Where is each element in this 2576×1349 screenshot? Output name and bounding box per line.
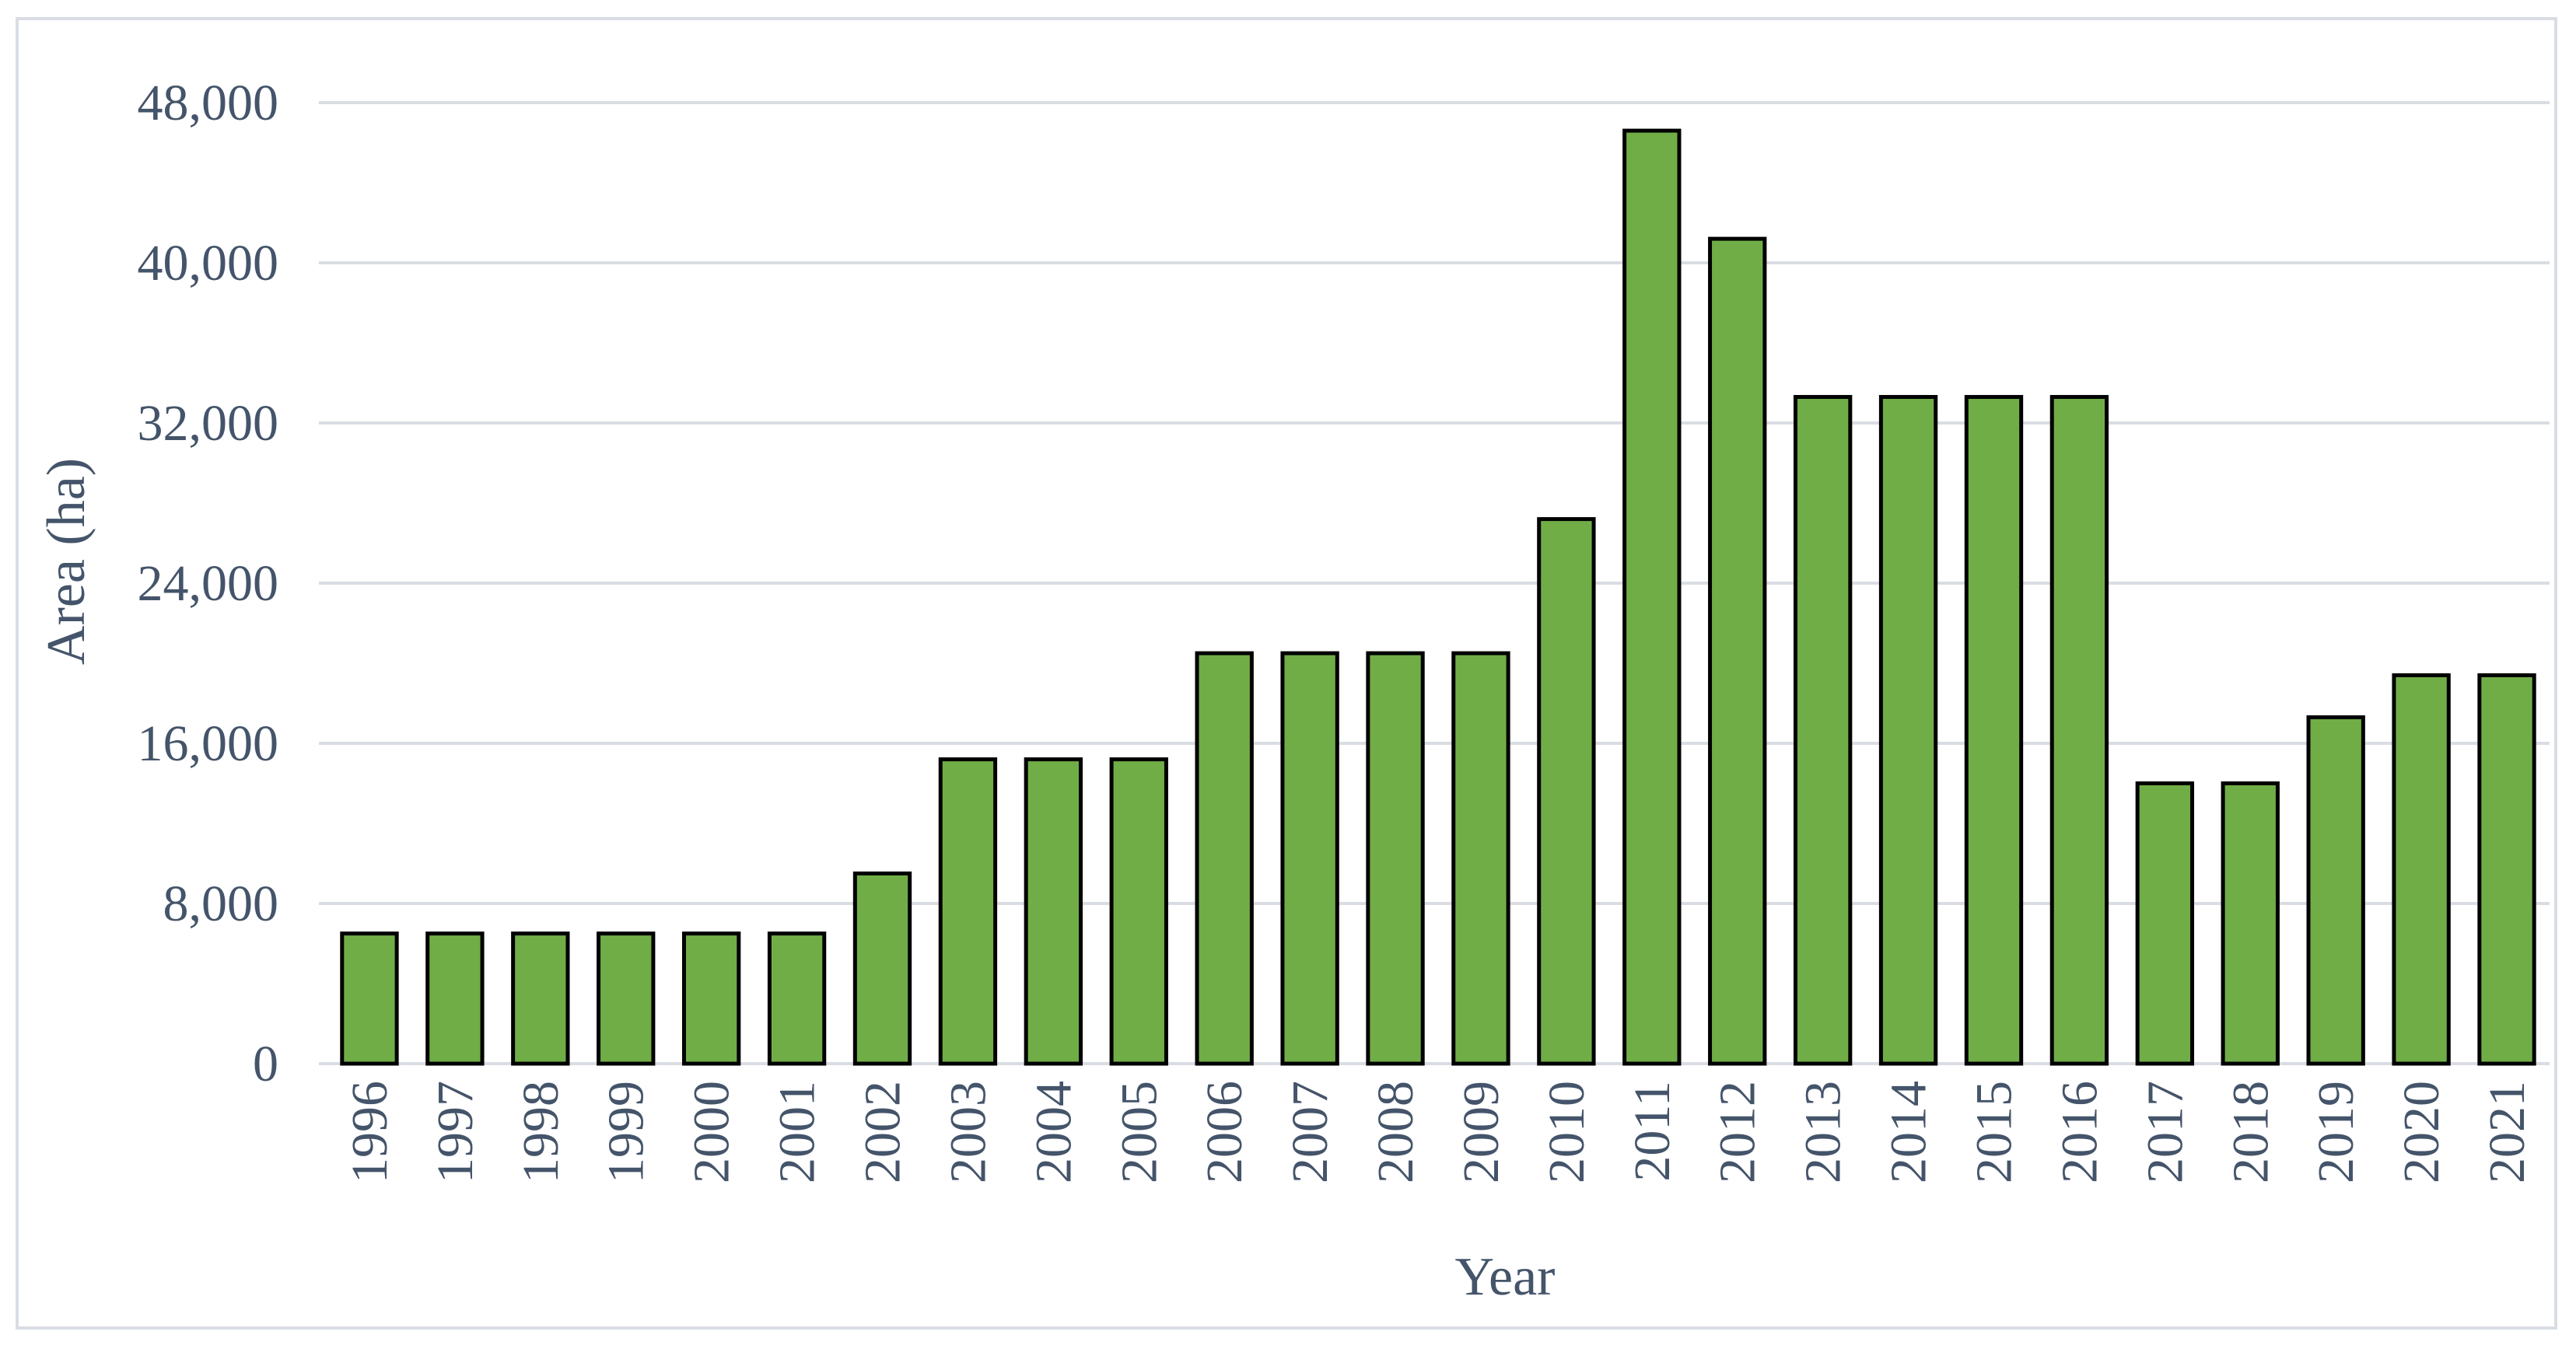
- x-tick-label: 2010: [1538, 1081, 1595, 1183]
- x-tick-label: 2007: [1282, 1081, 1339, 1183]
- x-tick-label: 1997: [427, 1081, 484, 1183]
- x-tick-label: 2002: [855, 1081, 912, 1183]
- bar-2006: [1195, 651, 1254, 1066]
- bar-2001: [767, 931, 827, 1066]
- bar-2016: [2049, 395, 2109, 1066]
- x-tick-label: 2015: [1966, 1081, 2023, 1183]
- bar-2003: [938, 757, 998, 1066]
- bar-2007: [1280, 651, 1339, 1066]
- x-tick-label: 2012: [1710, 1081, 1766, 1183]
- gridlines: [319, 101, 2550, 1065]
- x-tick-label: 2006: [1196, 1081, 1253, 1183]
- bar-2012: [1708, 236, 1767, 1066]
- y-tick-label: 48,000: [138, 75, 279, 131]
- x-tick-label: 1999: [598, 1081, 655, 1183]
- bar-2018: [2221, 781, 2280, 1066]
- x-tick-label: 2011: [1624, 1081, 1681, 1182]
- x-axis-title: Year: [1455, 1247, 1556, 1307]
- x-tick-label: 2003: [940, 1081, 996, 1183]
- bar-1998: [511, 931, 570, 1066]
- x-tick-label: 2004: [1025, 1081, 1082, 1183]
- x-tick-label: 1998: [513, 1081, 569, 1183]
- bar-2020: [2392, 673, 2451, 1066]
- bar-2019: [2306, 715, 2365, 1066]
- x-tick-label: 2008: [1367, 1081, 1424, 1183]
- y-tick-label: 40,000: [138, 235, 279, 292]
- y-tick-label: 8,000: [163, 875, 279, 932]
- bar-2010: [1537, 517, 1596, 1066]
- bar-2014: [1878, 395, 1938, 1066]
- y-axis-ticks: 0 8,000 16,000 24,000 32,000 40,000 48,000: [138, 75, 279, 1092]
- bar-2000: [681, 931, 741, 1066]
- bar-1997: [425, 931, 485, 1066]
- x-tick-label: 2013: [1795, 1081, 1852, 1183]
- bar-1996: [340, 931, 399, 1066]
- bar-2021: [2477, 673, 2536, 1066]
- bars: [340, 128, 2536, 1066]
- bar-2015: [1964, 395, 2024, 1066]
- y-tick-label: 24,000: [138, 555, 279, 612]
- bar-2008: [1366, 651, 1425, 1066]
- bar-2005: [1109, 757, 1168, 1066]
- y-tick-label: 32,000: [138, 395, 279, 452]
- x-tick-label: 2016: [2051, 1081, 2108, 1183]
- x-tick-label: 2001: [769, 1081, 826, 1183]
- bar-2009: [1451, 651, 1510, 1066]
- bar-1999: [597, 931, 656, 1066]
- bar-2004: [1024, 757, 1083, 1066]
- y-axis-title: Area (ha): [37, 458, 96, 665]
- x-tick-label: 1996: [341, 1081, 398, 1183]
- bar-2002: [852, 871, 912, 1066]
- bar-2017: [2135, 781, 2195, 1066]
- x-tick-label: 2021: [2479, 1081, 2536, 1183]
- y-tick-label: 16,000: [138, 715, 279, 772]
- y-tick-label: 0: [253, 1036, 278, 1092]
- x-tick-label: 2017: [2137, 1081, 2193, 1183]
- bar-2013: [1793, 395, 1853, 1066]
- x-tick-label: 2005: [1111, 1081, 1167, 1183]
- x-tick-label: 2014: [1881, 1081, 1937, 1183]
- x-tick-label: 2009: [1453, 1081, 1510, 1183]
- bar-2011: [1622, 128, 1682, 1066]
- x-tick-label: 2019: [2308, 1081, 2364, 1183]
- x-tick-label: 2000: [684, 1081, 740, 1183]
- x-tick-label: 2018: [2222, 1081, 2279, 1183]
- x-tick-label: 2020: [2393, 1081, 2450, 1183]
- x-axis-ticks: 1996 1997 1998 1999 2000 2001 2002 2003 2004 2005…: [341, 1081, 2536, 1183]
